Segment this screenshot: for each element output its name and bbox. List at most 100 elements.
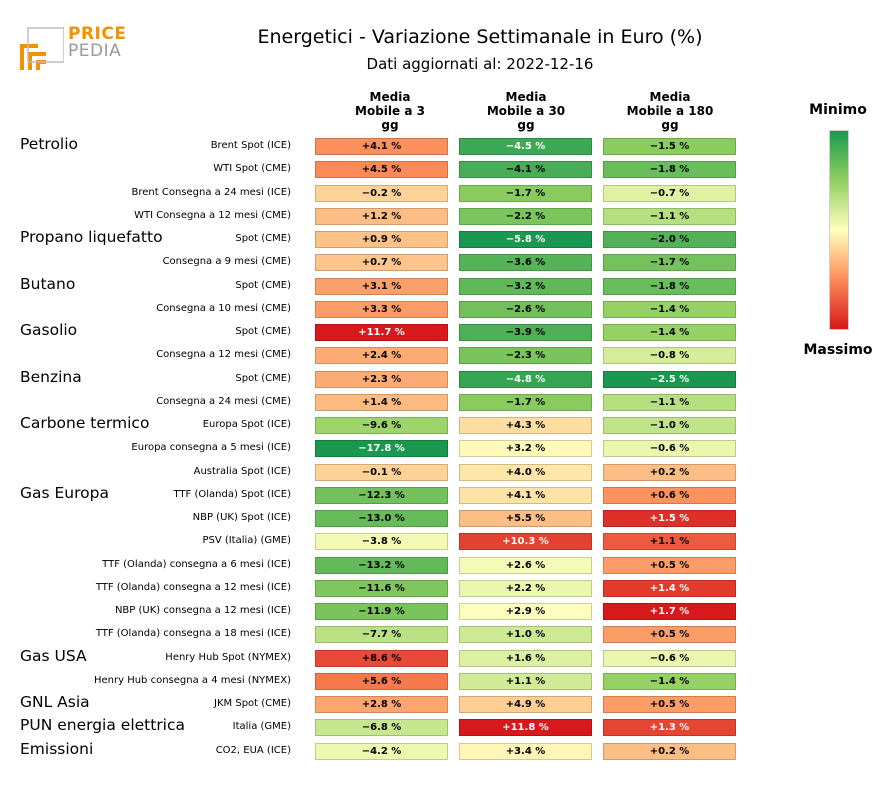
- row-label: TTF (Olanda) consegna a 12 mesi (ICE): [95, 581, 291, 593]
- heatmap-cell: +2.6 %: [459, 556, 592, 574]
- column-header-line: gg: [517, 118, 535, 132]
- column-header-line: Media: [369, 90, 411, 104]
- heatmap-cell: −3.6 %: [459, 254, 592, 272]
- heatmap-cell: +2.9 %: [459, 603, 592, 620]
- heatmap-cell: −11.9 %: [315, 603, 448, 620]
- heatmap-cell: +4.1 %: [315, 138, 448, 155]
- row-label: Consegna a 10 mesi (CME): [156, 302, 291, 314]
- column-header-line: Media: [649, 90, 691, 104]
- column-header-line: gg: [381, 118, 399, 132]
- heatmap-cell: −1.1 %: [603, 393, 736, 411]
- chart-title: Energetici - Variazione Settimanale in E…: [257, 26, 703, 48]
- heatmap-cell: −1.7 %: [459, 393, 592, 411]
- heatmap-cell: +10.3 %: [459, 533, 592, 551]
- row-label: NBP (UK) Spot (ICE): [192, 512, 291, 523]
- heatmap-cell: +8.6 %: [315, 649, 448, 667]
- heatmap-cell: −2.5 %: [603, 370, 736, 388]
- row-label: Brent Consegna a 24 mesi (ICE): [131, 186, 291, 198]
- group-label: Gasolio: [20, 321, 78, 339]
- heatmap-cell: −0.6 %: [603, 440, 736, 458]
- heatmap-cell: −1.0 %: [603, 417, 736, 434]
- heatmap-cell: −12.3 %: [315, 486, 448, 504]
- heatmap-cell: −0.2 %: [315, 184, 448, 202]
- heatmap-cell: −0.6 %: [603, 649, 736, 667]
- group-label: Carbone termico: [20, 414, 150, 432]
- group-label: Propano liquefatto: [20, 228, 163, 246]
- heatmap-cell: +4.3 %: [459, 417, 592, 434]
- heatmap-cell: −4.1 %: [459, 161, 592, 179]
- heatmap-cell: +0.2 %: [603, 463, 736, 481]
- heatmap-cell: −11.6 %: [315, 579, 448, 597]
- heatmap-cell: −4.2 %: [315, 742, 448, 760]
- heatmap-cell: −3.8 %: [315, 533, 448, 551]
- heatmap-cell: +1.5 %: [603, 510, 736, 527]
- row-label: Italia (GME): [232, 721, 291, 733]
- heatmap-cell: −4.5 %: [459, 138, 592, 155]
- heatmap-cell: +2.3 %: [315, 370, 448, 388]
- row-label: WTI Spot (CME): [213, 163, 291, 175]
- heatmap-cell: +1.1 %: [603, 533, 736, 551]
- logo-mark-icon: [20, 27, 64, 70]
- legend-colorbar: [829, 130, 849, 330]
- row-label: Consegna a 9 mesi (CME): [162, 256, 291, 268]
- heatmap-cell: +3.3 %: [315, 300, 448, 318]
- row-label: Henry Hub consegna a 4 mesi (NYMEX): [93, 674, 291, 686]
- group-label: Butano: [20, 274, 76, 293]
- column-header-line: gg: [661, 118, 679, 132]
- row-label: NBP (UK) consegna a 12 mesi (ICE): [114, 605, 291, 616]
- column-header: Media Mobile a 30 gg: [456, 90, 596, 132]
- heatmap-cell: +2.4 %: [315, 347, 448, 365]
- heatmap-cell: +2.8 %: [315, 696, 448, 713]
- heatmap-cell: +1.4 %: [315, 393, 448, 411]
- heatmap-cell: −2.3 %: [459, 347, 592, 365]
- heatmap-cell: +4.5 %: [315, 161, 448, 179]
- heatmap-cell: −1.4 %: [603, 324, 736, 341]
- chart-subtitle: Dati aggiornati al: 2022-12-16: [366, 55, 594, 73]
- heatmap-cell: −17.8 %: [315, 440, 448, 458]
- heatmap-cell: −0.8 %: [603, 347, 736, 365]
- heatmap-cell: −0.7 %: [603, 184, 736, 202]
- heatmap-cell: −1.8 %: [603, 161, 736, 179]
- row-label: Australia Spot (ICE): [193, 465, 291, 477]
- heatmap-cell: −3.2 %: [459, 277, 592, 295]
- heatmap-cell: +1.6 %: [459, 649, 592, 667]
- heatmap-cell: +4.9 %: [459, 696, 592, 713]
- row-label: JKM Spot (CME): [214, 698, 291, 709]
- heatmap-cell: −2.0 %: [603, 231, 736, 248]
- heatmap-cell: −3.9 %: [459, 324, 592, 341]
- heatmap-cell: +0.5 %: [603, 696, 736, 713]
- legend-min-label: Minimo: [809, 102, 867, 118]
- heatmap-cell: +3.1 %: [315, 277, 448, 295]
- column-header-line: Mobile a 180: [626, 104, 714, 118]
- heatmap-cell: +1.7 %: [603, 603, 736, 620]
- heatmap-cell: −1.5 %: [603, 138, 736, 155]
- row-label: Spot (CME): [235, 279, 291, 291]
- heatmap-cell: −2.2 %: [459, 207, 592, 225]
- heatmap-cell: −5.8 %: [459, 231, 592, 248]
- column-header-line: Media: [505, 90, 547, 104]
- group-label: Gas USA: [20, 646, 87, 665]
- heatmap-cell: −1.1 %: [603, 207, 736, 225]
- row-label: Europa Spot (ICE): [202, 419, 291, 430]
- heatmap-cell: +0.7 %: [315, 254, 448, 272]
- heatmap-cell: +0.6 %: [603, 486, 736, 504]
- row-label: Europa consegna a 5 mesi (ICE): [131, 442, 291, 454]
- group-label: PUN energia elettrica: [20, 716, 186, 735]
- heatmap-cell: −1.7 %: [459, 184, 592, 202]
- heatmap-cell: +1.1 %: [459, 672, 592, 690]
- row-label: TTF (Olanda) Spot (ICE): [173, 488, 291, 500]
- heatmap-cell: −1.8 %: [603, 277, 736, 295]
- row-label: Spot (CME): [235, 233, 291, 244]
- heatmap-cell: −1.4 %: [603, 300, 736, 318]
- row-label: Brent Spot (ICE): [210, 140, 291, 151]
- heatmap-cell: +11.7 %: [315, 324, 448, 341]
- column-header: Media Mobile a 3 gg: [320, 90, 460, 132]
- column-header: Media Mobile a 180 gg: [600, 90, 740, 132]
- logo-price-text: PRICE: [68, 24, 127, 44]
- heatmap-cell: +0.5 %: [603, 556, 736, 574]
- heatmap-cell: +0.2 %: [603, 742, 736, 760]
- row-label: Consegna a 12 mesi (CME): [156, 349, 291, 361]
- heatmap-cell: +1.2 %: [315, 207, 448, 225]
- pricepedia-logo: PRICE PEDIA: [20, 24, 130, 74]
- heatmap-cell: +3.2 %: [459, 440, 592, 458]
